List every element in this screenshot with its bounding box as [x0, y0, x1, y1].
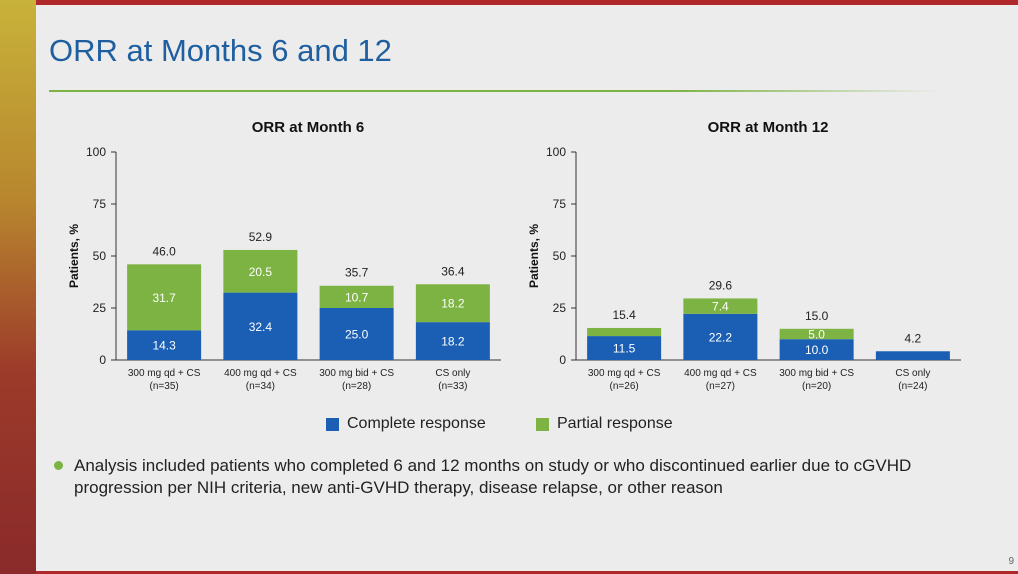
bar-value-label: 10.0 [805, 343, 829, 357]
background-edge [0, 0, 36, 574]
legend-label-complete: Complete response [347, 415, 486, 432]
y-tick-label: 100 [546, 145, 566, 159]
title-divider [49, 90, 939, 92]
bar-total-label: 29.6 [709, 278, 733, 292]
chart-legend: Complete response Partial response [326, 415, 726, 439]
y-tick-label: 0 [99, 353, 106, 367]
y-tick-label: 75 [93, 197, 107, 211]
y-tick-label: 0 [559, 353, 566, 367]
footnote-text: Analysis included patients who completed… [74, 456, 912, 497]
slide: ORR at Months 6 and 12 ORR at Month 6 Pat… [36, 5, 1018, 571]
bar-value-label: 18.2 [441, 297, 465, 311]
chart-title: ORR at Month 12 [708, 119, 829, 136]
bar-value-label: 31.7 [152, 291, 176, 305]
footnote: Analysis included patients who completed… [54, 455, 964, 499]
bar-segment-partial [683, 298, 758, 314]
bar-value-label: 11.5 [613, 342, 636, 356]
bar-segment-partial [223, 249, 298, 293]
x-tick-sublabel: (n=27) [706, 381, 735, 392]
bar-total-label: 15.0 [805, 309, 829, 323]
x-tick-sublabel: (n=28) [342, 381, 371, 392]
y-tick-label: 25 [553, 301, 567, 315]
bar-segment-complete [319, 308, 394, 360]
page-number: 9 [1008, 556, 1014, 567]
x-tick-label: 300 mg bid + CS [779, 368, 854, 379]
bar-segment-partial [127, 264, 202, 331]
chart-month-6: ORR at Month 6 Patients, % 0 25 50 75 100 14.3 3… [36, 105, 506, 400]
legend-item-complete: Complete response [326, 415, 486, 433]
x-tick-label: 300 mg bid + CS [319, 368, 394, 379]
y-tick-label: 75 [553, 197, 567, 211]
bar-total-label: 46.0 [152, 244, 176, 258]
y-axis-label: Patients, % [67, 224, 81, 288]
x-tick-sublabel: (n=24) [898, 381, 927, 392]
bar-value-label: 18.2 [441, 335, 465, 349]
page-title: ORR at Months 6 and 12 [49, 33, 392, 68]
x-tick-label: CS only [895, 368, 930, 379]
bar-total-label: 4.2 [905, 331, 922, 345]
bar-segment-complete [587, 336, 662, 360]
chart-month-6-svg: ORR at Month 6 Patients, % 0 25 50 75 100 14.3 3… [67, 119, 501, 392]
bar-segment-complete [779, 339, 854, 360]
chart-month-12-svg: ORR at Month 12 Patients, % 0 25 50 75 100 11.5… [527, 119, 961, 392]
y-tick-label: 100 [86, 145, 106, 159]
chart-month-12: ORR at Month 12 Patients, % 0 25 50 75 100 11.5… [496, 105, 966, 400]
x-tick-label: 400 mg qd + CS [224, 368, 297, 379]
legend-swatch-complete [326, 417, 339, 431]
bar-value-label: 22.2 [709, 330, 733, 344]
bar-segment-partial [779, 328, 854, 340]
x-tick-label: 300 mg qd + CS [588, 368, 661, 379]
bar-total-label: 52.9 [249, 230, 273, 244]
bar-total-label: 35.7 [345, 266, 369, 280]
x-tick-sublabel: (n=33) [438, 381, 467, 392]
x-tick-sublabel: (n=35) [150, 381, 179, 392]
x-tick-label: CS only [435, 368, 470, 379]
y-tick-label: 25 [93, 301, 107, 315]
bar-segment-partial [415, 284, 490, 323]
y-tick-label: 50 [553, 249, 567, 263]
bar-segment-complete [223, 292, 298, 360]
bar-segment-complete [415, 322, 490, 360]
bar-value-label: 5.0 [808, 328, 825, 342]
bar-segment-complete [127, 330, 202, 360]
bar-value-label: 20.5 [249, 265, 273, 279]
bar-segment-complete [875, 351, 950, 360]
bar-total-label: 36.4 [441, 264, 465, 278]
legend-item-partial: Partial response [536, 415, 673, 433]
legend-swatch-partial [536, 417, 549, 431]
x-tick-sublabel: (n=26) [610, 381, 639, 392]
y-tick-label: 50 [93, 249, 107, 263]
chart-title: ORR at Month 6 [252, 119, 365, 136]
bar-value-label: 25.0 [345, 328, 369, 342]
bar-segment-partial [319, 285, 394, 308]
x-tick-sublabel: (n=20) [802, 381, 831, 392]
bar-value-label: 14.3 [152, 339, 176, 353]
bar-value-label: 32.4 [249, 320, 273, 334]
x-tick-label: 400 mg qd + CS [684, 368, 757, 379]
bar-segment-partial [587, 327, 662, 337]
legend-label-partial: Partial response [557, 415, 673, 432]
bar-segment-complete [683, 313, 758, 360]
x-tick-sublabel: (n=34) [246, 381, 275, 392]
bar-value-label: 10.7 [345, 290, 369, 304]
x-tick-label: 300 mg qd + CS [128, 368, 201, 379]
bar-total-label: 15.4 [612, 308, 636, 322]
bar-value-label: 7.4 [712, 300, 729, 314]
bullet-icon [54, 461, 63, 470]
y-axis-label: Patients, % [527, 224, 541, 288]
